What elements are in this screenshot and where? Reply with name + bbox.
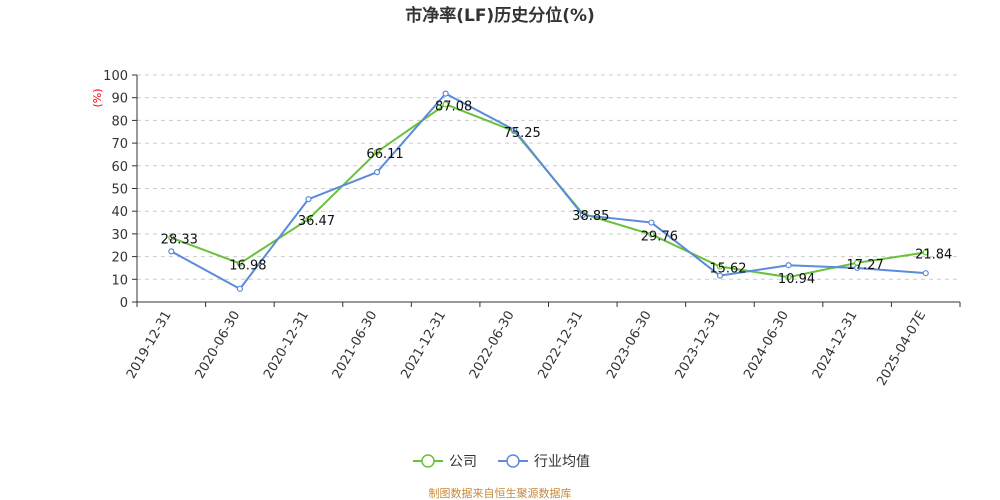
data-point[interactable] xyxy=(373,148,381,156)
data-label: 38.85 xyxy=(572,209,609,224)
x-tick-label: 2024-12-31 xyxy=(810,309,861,382)
y-tick-label: 30 xyxy=(111,228,128,243)
legend-swatch-marker xyxy=(421,454,435,468)
y-tick-label: 10 xyxy=(111,273,128,288)
data-point[interactable] xyxy=(785,274,792,281)
data-point[interactable] xyxy=(511,126,518,134)
y-tick-label: 50 xyxy=(111,183,128,198)
x-tick-label: 2023-12-31 xyxy=(673,309,724,382)
data-point[interactable] xyxy=(922,249,929,256)
y-tick-label: 100 xyxy=(103,69,128,84)
data-point[interactable] xyxy=(373,169,381,176)
data-label: 28.33 xyxy=(161,233,198,248)
x-tick-label: 2024-06-30 xyxy=(741,309,792,382)
x-tick-label: 2021-12-31 xyxy=(398,309,449,382)
data-label: 66.11 xyxy=(366,147,403,162)
y-tick-label: 80 xyxy=(111,114,128,129)
data-point[interactable] xyxy=(854,264,861,272)
y-tick-label: 20 xyxy=(111,251,128,266)
legend[interactable]: 公司 行业均值 xyxy=(413,454,590,470)
y-tick-label: 40 xyxy=(111,205,128,220)
chart-title: 市净率(LF)历史分位(%) xyxy=(405,5,595,26)
data-point[interactable] xyxy=(716,263,724,270)
data-point[interactable] xyxy=(168,248,175,255)
data-point[interactable] xyxy=(305,196,312,203)
data-point[interactable] xyxy=(305,216,312,223)
x-tick-label: 2022-12-31 xyxy=(535,309,586,382)
source-footer: 制图数据来自恒生聚源数据库 xyxy=(429,486,572,500)
data-label: 29.76 xyxy=(641,229,678,244)
legend-item[interactable]: 公司 xyxy=(413,454,477,470)
data-point[interactable] xyxy=(442,101,449,108)
x-tick-label: 2020-06-30 xyxy=(193,309,244,382)
data-point[interactable] xyxy=(785,262,792,269)
x-tick-label: 2021-06-30 xyxy=(330,309,381,382)
data-label: 87.08 xyxy=(435,99,472,114)
grid xyxy=(137,74,960,280)
series-line-1 xyxy=(170,92,926,290)
data-label: 10.94 xyxy=(778,272,815,287)
axes: 0 10 20 30 40 50 60 70 80 90 100 2019-12-31 2020-06-… xyxy=(103,69,961,389)
x-tick-label: 2020-12-31 xyxy=(261,309,312,382)
x-tick-label: 2022-06-30 xyxy=(467,309,518,382)
data-point[interactable] xyxy=(716,272,724,279)
data-point[interactable] xyxy=(236,260,243,267)
data-label: 36.47 xyxy=(298,214,335,229)
series-line-0 xyxy=(170,103,926,279)
data-point[interactable] xyxy=(236,285,243,292)
legend-label: 行业均值 xyxy=(534,454,590,470)
legend-item[interactable]: 行业均值 xyxy=(498,454,590,470)
y-tick-label: 90 xyxy=(111,92,128,107)
data-labels: 28.33 16.98 36.47 66.11 87.08 75.25 38.85 29.76… xyxy=(161,99,953,287)
legend-swatch-marker xyxy=(506,454,520,468)
data-label: 16.98 xyxy=(229,258,266,273)
x-tick-label: 2019-12-31 xyxy=(124,309,175,382)
y-axis-unit-label: (%) xyxy=(91,88,104,107)
data-label: 75.25 xyxy=(504,126,541,141)
data-label: 21.84 xyxy=(915,247,952,262)
y-tick-label: 0 xyxy=(120,296,128,311)
x-tick-label: 2023-06-30 xyxy=(604,309,655,382)
x-tick-label: 2025-04-07E xyxy=(874,309,929,389)
data-point[interactable] xyxy=(648,231,655,238)
data-point[interactable] xyxy=(579,211,586,219)
legend-label: 公司 xyxy=(449,454,477,470)
data-point[interactable] xyxy=(442,90,449,97)
series xyxy=(168,90,929,292)
data-label: 15.62 xyxy=(709,262,746,277)
data-point[interactable] xyxy=(168,234,175,241)
data-point[interactable] xyxy=(648,219,655,226)
y-tick-label: 70 xyxy=(111,137,128,152)
data-point[interactable] xyxy=(922,270,929,277)
data-label: 17.27 xyxy=(847,258,884,273)
y-tick-label: 60 xyxy=(111,160,128,175)
